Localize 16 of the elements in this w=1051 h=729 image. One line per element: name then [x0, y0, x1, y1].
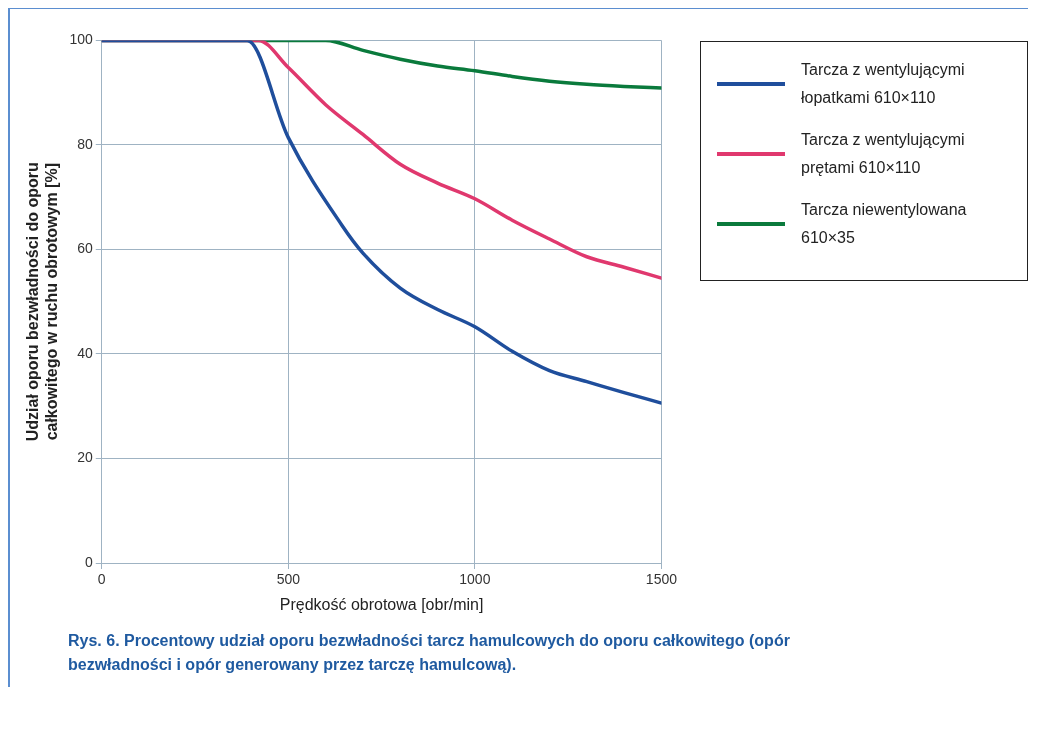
y-tick-label: 40: [77, 344, 93, 361]
y-axis-title: Udział oporu bezwładności do oporu całkowitego w ruchu obrotowym [%]: [24, 162, 61, 442]
x-tick-label: 0: [97, 571, 106, 588]
y-tick-label: 0: [84, 553, 93, 570]
x-axis-title: Prędkość obrotowa [obr/min]: [279, 595, 484, 613]
x-tick-label: 500: [276, 571, 301, 588]
x-tick-label: 1500: [645, 571, 678, 588]
legend-label: Tarcza z wentylującymi łopatkami 610×110: [801, 60, 966, 108]
x-tick-label: 1000: [459, 571, 491, 588]
legend-label: Tarcza niewentylowana 610×35: [801, 200, 968, 248]
y-tick-label: 100: [69, 31, 93, 48]
legend-label: Tarcza z wentylującymi prętami 610×110: [801, 130, 966, 178]
y-tick-label: 20: [77, 449, 93, 466]
y-tick-label: 60: [77, 240, 93, 257]
text: Rys. 6. Procentowy udział oporu bezwładności tarcz hamulcowych do oporu całkowitego (opór bezwładności i opór generowany przez tarczę hamulcową).: [68, 631, 791, 675]
y-tick-label: 80: [77, 135, 93, 152]
